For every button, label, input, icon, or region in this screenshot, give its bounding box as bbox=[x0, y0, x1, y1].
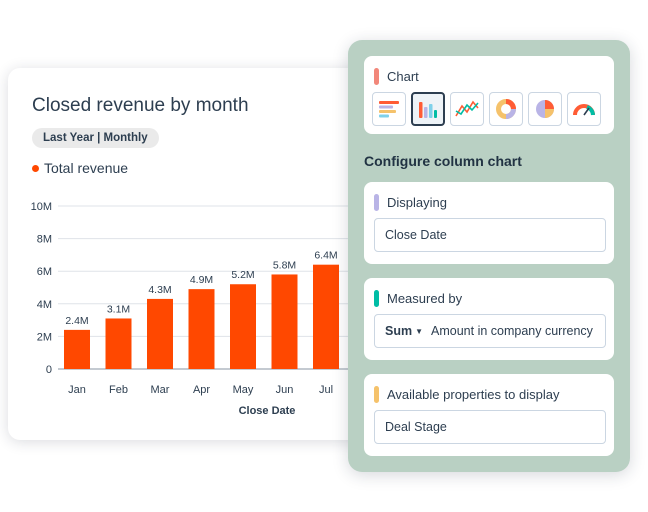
measured-by-section: Measured by Sum ▼ Amount in company curr… bbox=[364, 278, 614, 360]
revenue-column-chart: 0 2M 4M 6M 8M 10M 2.4M Jan 3.1M Feb 4.3M Mar 4.9M Apr… bbox=[31, 201, 380, 417]
pie-chart-icon[interactable] bbox=[528, 92, 562, 126]
date-range-pill[interactable]: Last Year | Monthly bbox=[32, 128, 159, 148]
bar-value-label: 3.1M bbox=[107, 303, 130, 315]
horizontal-bar-chart-icon[interactable] bbox=[372, 92, 406, 126]
chart-accent-bar bbox=[374, 68, 379, 85]
report-card: Closed revenue by month Last Year | Mont… bbox=[8, 68, 388, 440]
measured-by-label: Measured by bbox=[387, 291, 463, 306]
available-properties-select[interactable]: Deal Stage bbox=[374, 410, 606, 444]
displaying-section: Displaying Close Date bbox=[364, 182, 614, 264]
measured-by-value: Amount in company currency bbox=[431, 324, 593, 338]
x-tick-label: Feb bbox=[109, 384, 128, 396]
displaying-value: Close Date bbox=[385, 228, 447, 242]
x-tick-label: Jan bbox=[68, 384, 86, 396]
legend-dot bbox=[32, 164, 39, 172]
y-tick-label: 6M bbox=[37, 266, 52, 278]
y-tick-label: 10M bbox=[31, 201, 52, 213]
legend-label: Total revenue bbox=[44, 160, 129, 176]
donut-chart-icon[interactable] bbox=[489, 92, 523, 126]
bar bbox=[271, 274, 298, 369]
available-label: Available properties to display bbox=[387, 387, 560, 402]
x-tick-label: May bbox=[233, 384, 254, 396]
bar bbox=[230, 284, 256, 369]
y-tick-label: 8M bbox=[37, 234, 52, 246]
available-value: Deal Stage bbox=[385, 420, 447, 434]
config-heading: Configure column chart bbox=[364, 153, 522, 169]
report-title: Closed revenue by month bbox=[32, 95, 249, 116]
measured-by-select[interactable]: Sum ▼ Amount in company currency bbox=[374, 314, 606, 348]
x-tick-label: Jun bbox=[276, 384, 294, 396]
bar-value-label: 4.3M bbox=[148, 284, 171, 296]
aggregation-dropdown[interactable]: Sum ▼ bbox=[385, 324, 423, 338]
bar-value-label: 4.9M bbox=[190, 274, 213, 286]
bar-value-label: 6.4M bbox=[314, 250, 337, 262]
line-chart-icon[interactable] bbox=[450, 92, 484, 126]
chart-type-picker bbox=[372, 92, 601, 126]
available-properties-section: Available properties to display Deal Sta… bbox=[364, 374, 614, 456]
x-tick-label: Jul bbox=[319, 384, 333, 396]
aggregation-label: Sum bbox=[385, 324, 413, 338]
displaying-accent-bar bbox=[374, 194, 379, 211]
chart-section-label: Chart bbox=[387, 69, 419, 84]
x-tick-label: Apr bbox=[193, 384, 210, 396]
bar bbox=[105, 318, 132, 369]
bar bbox=[147, 298, 173, 369]
gauge-chart-icon[interactable] bbox=[567, 92, 601, 126]
measured-by-accent-bar bbox=[374, 290, 379, 307]
y-tick-label: 4M bbox=[37, 299, 52, 311]
available-accent-bar bbox=[374, 386, 379, 403]
bar-value-label: 2.4M bbox=[65, 315, 88, 327]
chart-legend: Total revenue bbox=[32, 160, 128, 176]
x-tick-label: Mar bbox=[151, 384, 170, 396]
bar-value-label: 5.8M bbox=[273, 259, 296, 271]
x-axis-title: Close Date bbox=[239, 405, 296, 417]
displaying-select[interactable]: Close Date bbox=[374, 218, 606, 252]
chart-type-section: Chart bbox=[364, 56, 614, 134]
y-tick-label: 2M bbox=[37, 331, 52, 343]
bar bbox=[188, 289, 215, 369]
config-panel: Chart bbox=[348, 40, 630, 472]
displaying-label: Displaying bbox=[387, 195, 447, 210]
bar bbox=[64, 329, 90, 369]
bar-value-label: 5.2M bbox=[231, 269, 254, 281]
column-chart-icon[interactable] bbox=[411, 92, 445, 126]
caret-down-icon: ▼ bbox=[415, 326, 424, 336]
y-tick-label: 0 bbox=[46, 364, 52, 376]
bar bbox=[313, 264, 339, 369]
